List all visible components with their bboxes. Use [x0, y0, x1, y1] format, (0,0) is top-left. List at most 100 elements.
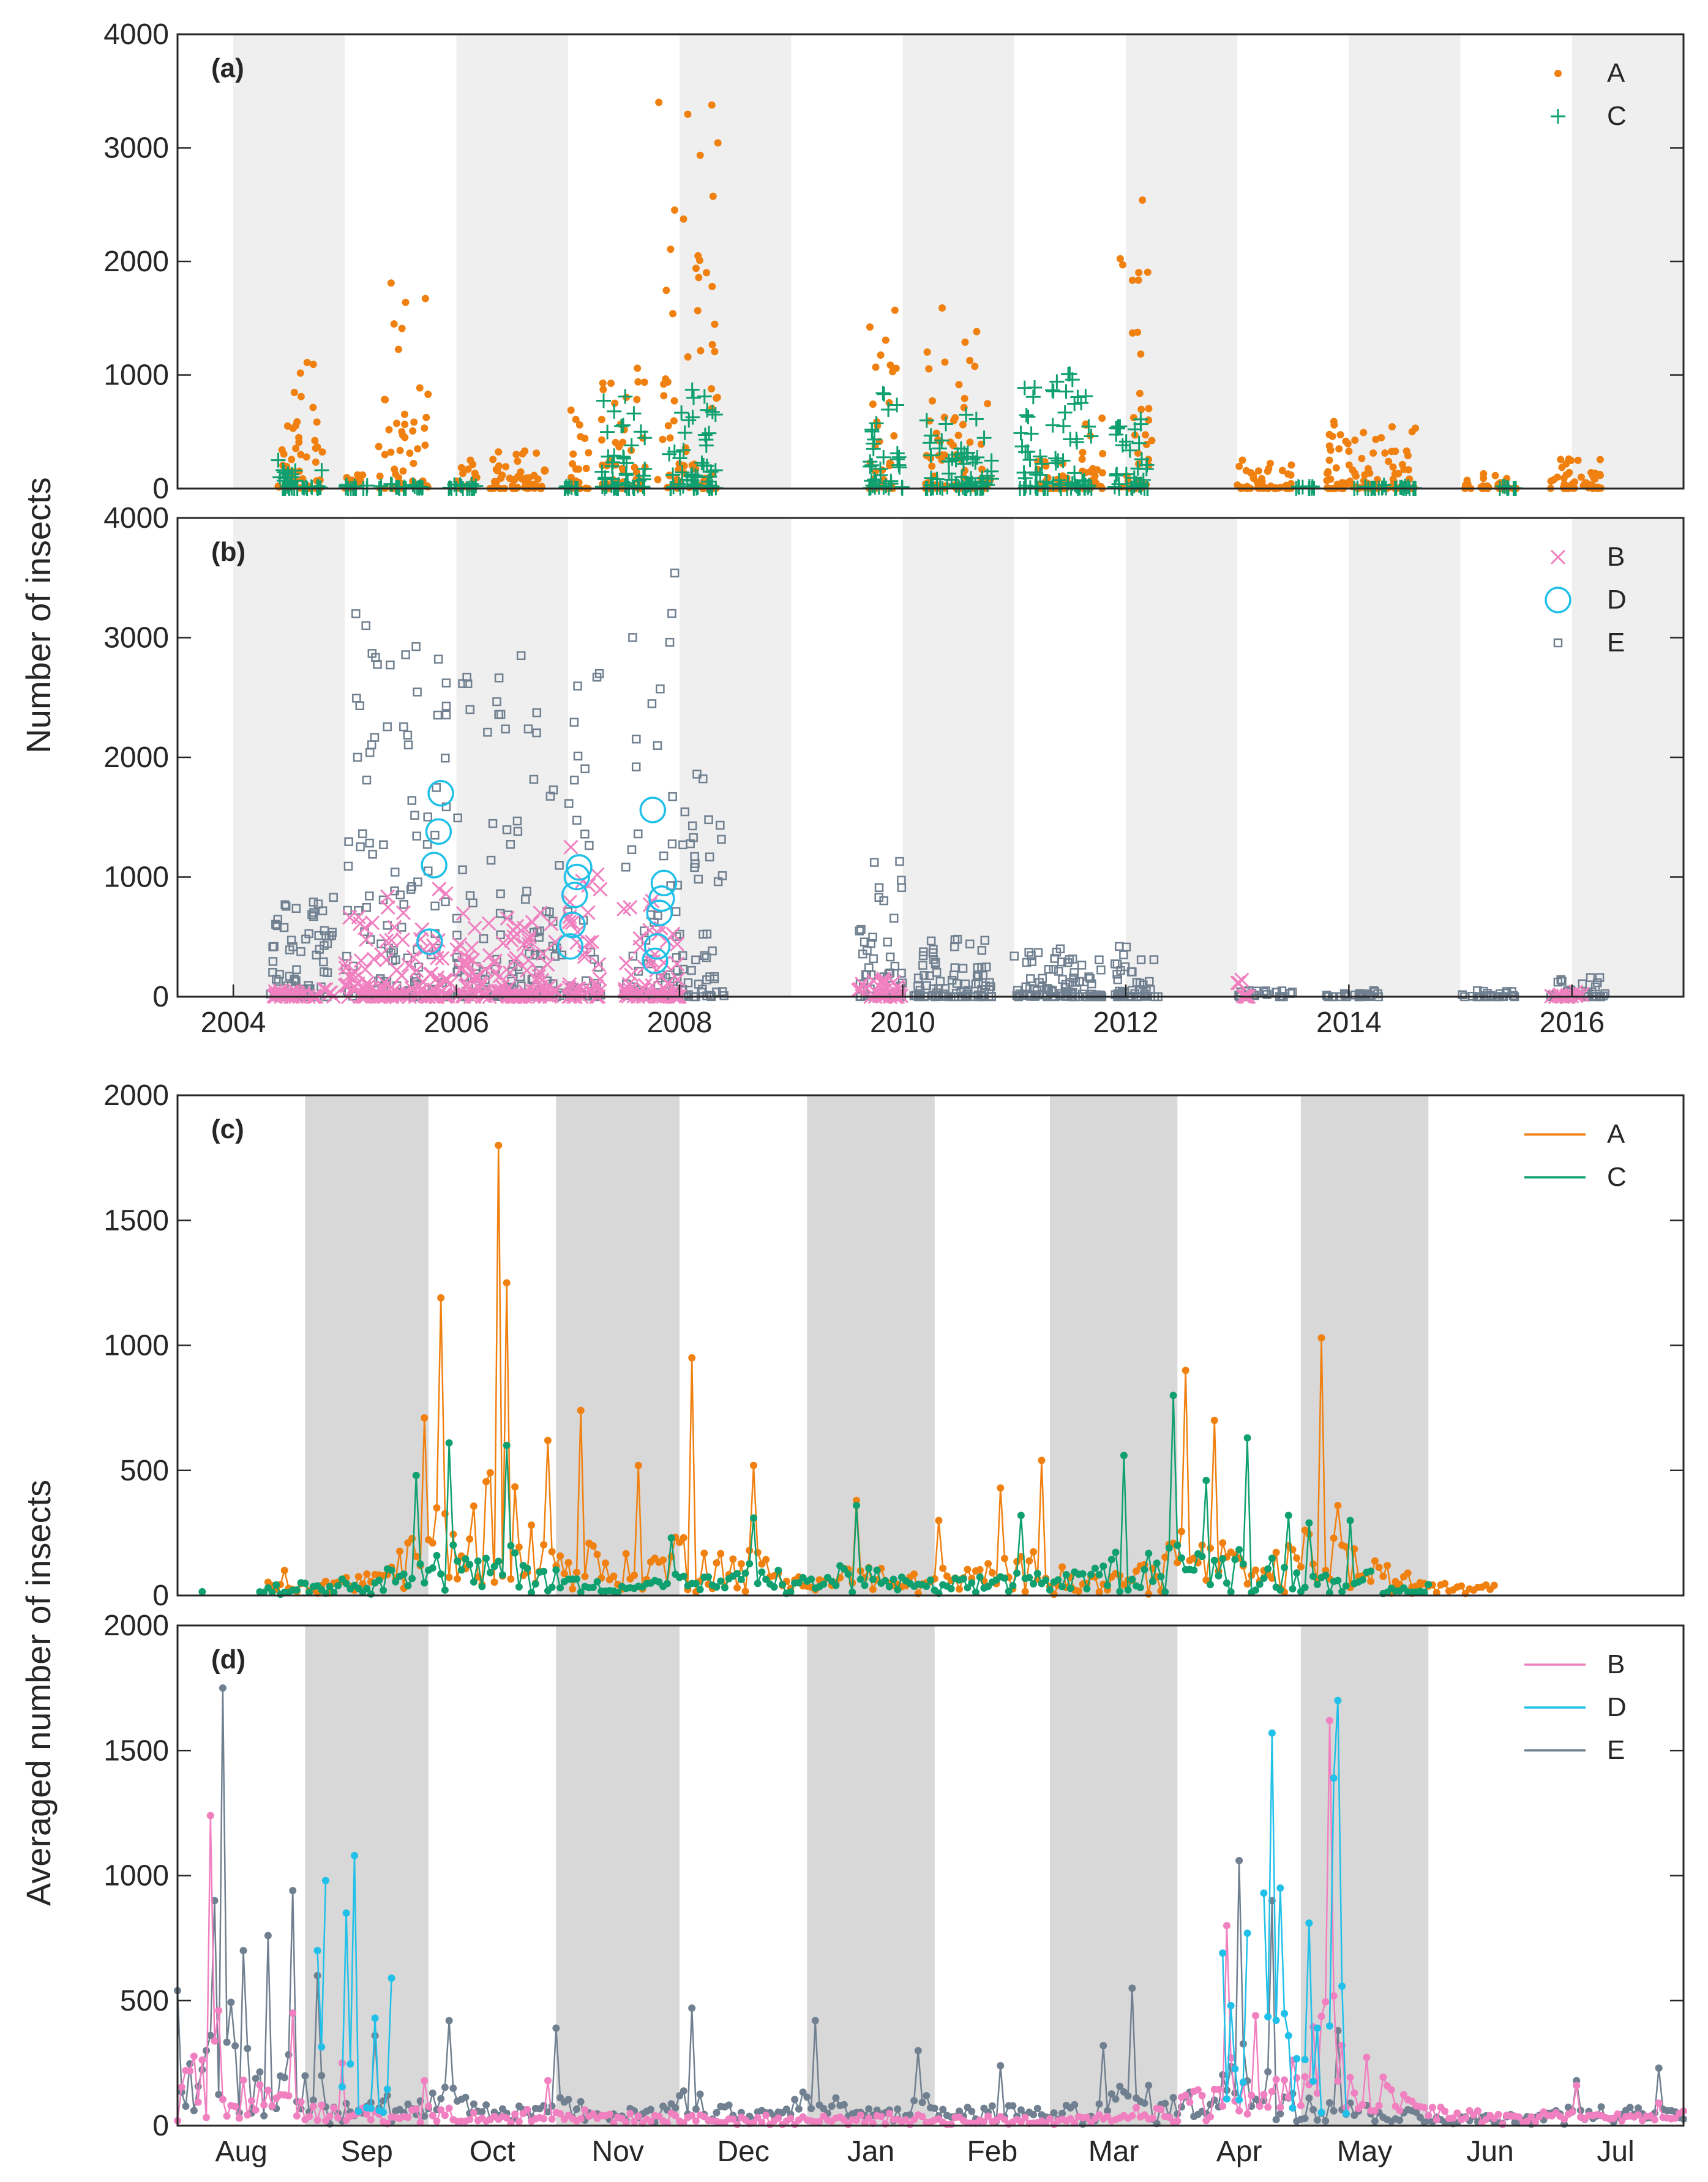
point-C: [1174, 1542, 1182, 1550]
point-A: [1013, 1558, 1021, 1565]
point-E: [828, 2102, 836, 2110]
point-A: [556, 1552, 564, 1560]
point-C: [334, 1581, 342, 1589]
point-B: [412, 2105, 420, 2113]
point-E: [1507, 987, 1516, 996]
point-A: [387, 279, 395, 287]
point-E: [694, 980, 703, 989]
point-C: [1057, 405, 1073, 420]
point-A: [421, 441, 429, 449]
point-B: [203, 2113, 211, 2121]
point-C: [1131, 435, 1147, 451]
point-A: [401, 421, 409, 429]
point-D: [371, 2014, 379, 2022]
point-E: [279, 923, 289, 932]
point-A: [1219, 1539, 1227, 1547]
point-B: [1441, 2107, 1449, 2115]
point-B: [758, 2118, 766, 2126]
point-B: [1157, 2105, 1165, 2113]
point-B: [437, 2106, 445, 2114]
plot-frame: [176, 517, 1685, 998]
point-C: [1069, 435, 1085, 450]
point-C: [1126, 478, 1142, 493]
point-A: [321, 1577, 329, 1585]
point-C: [618, 467, 634, 482]
point-E: [687, 821, 697, 831]
point-A: [402, 298, 410, 306]
point-C: [666, 479, 681, 495]
point-E: [702, 953, 711, 962]
point-C: [881, 402, 896, 417]
x-tick-label: Jun: [1466, 2135, 1513, 2168]
year-shading: [902, 34, 1014, 489]
point-B: [878, 988, 893, 1003]
point-A: [589, 1542, 597, 1550]
point-C: [561, 479, 577, 494]
point-E: [820, 2105, 828, 2113]
point-B: [577, 2115, 585, 2123]
point-E: [958, 964, 968, 973]
point-B: [592, 972, 607, 987]
point-C: [523, 1564, 531, 1572]
point-E: [689, 833, 698, 842]
point-E: [1287, 988, 1297, 997]
point-C: [614, 1588, 622, 1596]
point-C: [844, 1570, 852, 1578]
point-C: [593, 1578, 601, 1586]
point-C: [976, 430, 992, 446]
point-E: [716, 820, 725, 830]
point-C: [667, 444, 682, 459]
point-E: [1112, 970, 1122, 979]
point-A: [421, 294, 429, 302]
point-C: [1107, 1556, 1115, 1564]
point-E: [964, 986, 973, 995]
point-A: [1398, 460, 1406, 468]
point-A: [703, 269, 711, 277]
point-A: [312, 444, 320, 452]
point-E: [548, 2102, 556, 2110]
point-C: [367, 1590, 375, 1598]
y-tick-label: 3000: [103, 622, 169, 654]
point-E: [512, 816, 522, 826]
point-E: [1128, 1984, 1136, 1992]
point-A: [540, 1541, 548, 1549]
point-A: [872, 363, 880, 371]
point-B: [387, 920, 402, 935]
point-C: [482, 1554, 490, 1562]
x-tick-label: Aug: [215, 2135, 267, 2168]
point-C: [968, 455, 983, 470]
point-C: [1293, 1569, 1301, 1577]
point-E: [190, 2107, 198, 2115]
point-B: [416, 2119, 424, 2127]
point-A: [976, 1565, 984, 1573]
point-B: [297, 2098, 305, 2106]
point-C: [1081, 419, 1096, 434]
y-tick-label: 0: [152, 2110, 169, 2142]
point-E: [430, 901, 440, 911]
point-B: [406, 950, 421, 965]
panel-label: (c): [211, 1114, 244, 1144]
point-C: [774, 1567, 782, 1575]
point-D: [367, 2104, 375, 2112]
point-C: [733, 1570, 741, 1578]
legend-marker-C: [1551, 109, 1565, 124]
point-E: [699, 774, 708, 784]
point-B: [890, 979, 905, 994]
point-B: [519, 963, 534, 978]
x-tick-label: 2016: [1539, 1007, 1605, 1039]
point-C: [1045, 418, 1060, 433]
point-A: [1375, 1564, 1383, 1572]
point-E: [273, 915, 282, 924]
point-D: [1309, 2077, 1317, 2085]
point-A: [1293, 1554, 1301, 1562]
point-A: [1128, 276, 1136, 284]
point-E: [671, 907, 681, 917]
point-E: [914, 2047, 922, 2055]
point-E: [1116, 2082, 1124, 2090]
point-D: [1334, 1696, 1342, 1704]
point-B: [593, 882, 608, 897]
point-A: [1330, 421, 1338, 429]
point-A: [1360, 429, 1368, 437]
point-C: [1157, 1573, 1165, 1581]
point-A: [634, 1461, 642, 1469]
